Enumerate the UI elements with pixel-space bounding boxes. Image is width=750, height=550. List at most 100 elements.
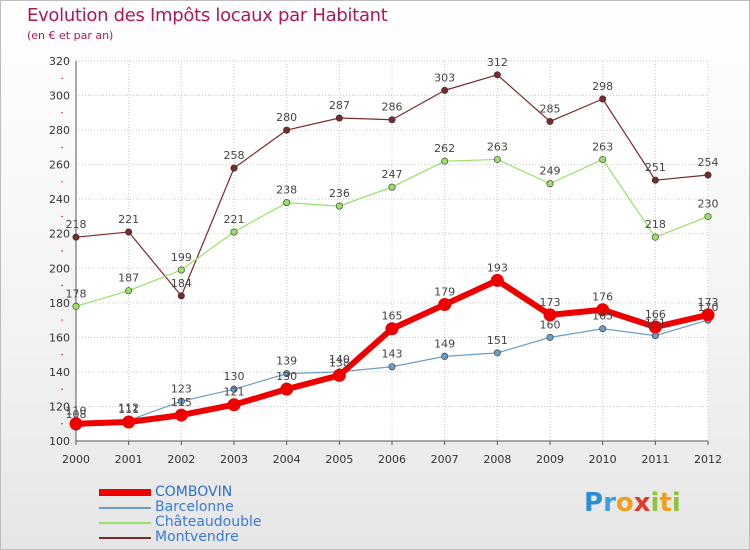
data-point [701,308,715,322]
data-point [599,95,607,103]
proxiti-logo: Proxiti [584,488,681,518]
data-label: 312 [487,56,508,69]
data-point [704,212,712,220]
y-tick-label: 120 [49,400,70,413]
y-tick-label: 260 [49,159,70,172]
data-label: 263 [592,140,613,153]
data-point [122,415,136,429]
series-layer [69,71,715,431]
logo-letter: o [615,488,634,518]
legend-label: COMBOVIN [155,484,233,500]
data-label: 218 [66,218,87,231]
data-label: 221 [118,213,139,226]
data-point [704,171,712,179]
data-label: 111 [118,403,139,416]
data-point [651,176,659,184]
data-point [332,368,346,382]
legend-label: Châteaudouble [155,514,262,530]
y-tick-label: 200 [49,262,70,275]
data-label: 149 [434,337,455,350]
y-tick-label: 320 [49,55,70,68]
data-point [493,71,501,79]
data-label: 298 [592,80,613,93]
x-tick-label: 2011 [641,453,669,466]
logo-letter: x [633,488,651,518]
x-tick-label: 2003 [220,453,248,466]
data-label: 165 [592,310,613,323]
x-tick-label: 2000 [62,453,90,466]
data-point [69,417,83,431]
data-label: 285 [540,102,561,115]
data-point [493,155,501,163]
data-point [72,233,80,241]
legend-swatch [99,521,151,524]
data-point [438,298,452,312]
legend-swatch [99,536,151,539]
data-point [177,266,185,274]
logo-letter: P [584,488,604,518]
data-point [599,325,607,333]
data-label: 249 [540,165,561,178]
logo-letter: t [659,488,672,518]
data-point [283,126,291,134]
logo-letter: r [603,488,616,518]
data-label: 115 [171,396,192,409]
legend: COMBOVIN Barcelonne Châteaudouble Montvendr… [99,485,262,545]
data-label: 165 [382,310,403,323]
data-point [177,292,185,300]
data-label: 287 [329,99,350,112]
x-tick-label: 2008 [483,453,511,466]
data-point [651,233,659,241]
data-label: 161 [645,317,666,330]
data-point [230,164,238,172]
data-point [596,303,610,317]
data-label: 193 [487,261,508,274]
data-label: 184 [171,277,192,290]
data-label: 173 [698,296,719,309]
data-point [125,287,133,295]
data-point [543,308,557,322]
data-label: 143 [382,348,403,361]
data-label: 221 [224,213,245,226]
data-point [388,116,396,124]
data-label: 110 [66,405,87,418]
data-label: 187 [118,272,139,285]
data-label: 236 [329,187,350,200]
data-point [546,180,554,188]
legend-swatch [99,489,151,496]
x-tick-label: 2009 [536,453,564,466]
legend-swatch [99,506,151,509]
data-point [388,363,396,371]
legend-label: Montvendre [155,529,239,545]
data-point [227,398,241,412]
x-tick-label: 2002 [167,453,195,466]
data-label: 121 [224,386,245,399]
legend-item: Châteaudouble [99,515,262,530]
x-tick-label: 2004 [273,453,301,466]
data-point [335,202,343,210]
logo-letter: i [671,488,681,518]
x-tick-label: 2012 [694,453,722,466]
data-point [490,273,504,287]
data-label: 130 [224,370,245,383]
logo-letter: i [650,488,660,518]
data-label: 258 [224,149,245,162]
x-tick-label: 2010 [589,453,617,466]
data-label: 262 [434,142,455,155]
y-tick-label: 140 [49,366,70,379]
data-point [335,114,343,122]
data-label: 286 [382,101,403,114]
data-label: 263 [487,140,508,153]
data-point [283,199,291,207]
data-point [599,155,607,163]
data-point [174,408,188,422]
axis-layer: 100 120 140 160 180 200 220 240 260 280 300 320 2000… [49,55,722,466]
data-label: 230 [698,197,719,210]
data-label: 280 [276,111,297,124]
chart-title: Evolution des Impôts locaux par Habitant [27,5,388,26]
x-tick-label: 2007 [431,453,459,466]
y-tick-label: 280 [49,124,70,137]
